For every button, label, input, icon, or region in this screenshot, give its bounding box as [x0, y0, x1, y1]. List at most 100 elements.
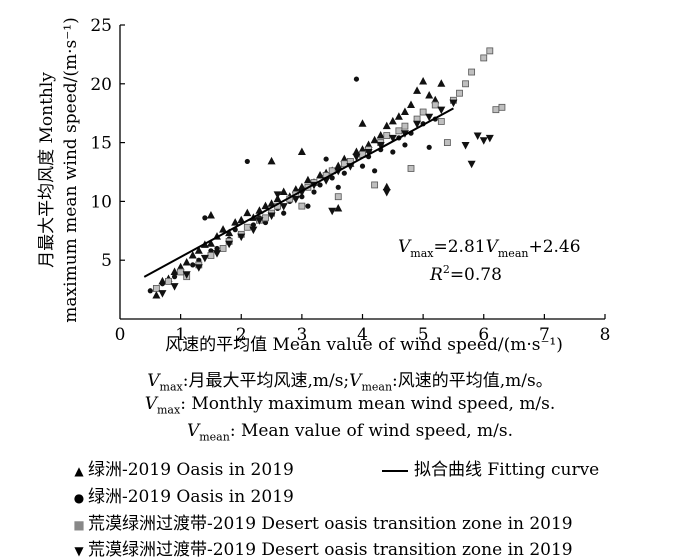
data-point-transition-square	[243, 223, 251, 231]
y-axis-label-cn: 月最大平均风度 Monthly	[37, 72, 57, 268]
data-point-transition-square	[468, 68, 476, 76]
data-point-oasis-circle	[190, 262, 196, 268]
data-point-oasis-circle	[317, 182, 323, 188]
data-point-transition-square	[383, 132, 391, 139]
data-point-transition-triangle-down	[158, 290, 167, 298]
data-point-oasis-triangle	[291, 185, 300, 193]
axes: 0 1 2 3 4 5 6 7 8 5 10 15 20 25	[90, 16, 610, 345]
x-tick-label: 8	[600, 325, 611, 345]
data-point-oasis-triangle	[407, 100, 415, 108]
data-point-transition-square	[437, 118, 445, 125]
data-point-oasis-triangle	[243, 208, 252, 217]
data-point-oasis-triangle	[382, 182, 391, 191]
data-point-transition-triangle-down	[352, 153, 361, 162]
data-point-oasis-circle	[353, 76, 360, 82]
data-point-transition-triangle-down	[485, 134, 494, 143]
data-point-transition-square	[152, 285, 160, 292]
y-tick-label: 25	[90, 16, 112, 36]
data-point-oasis-triangle	[358, 119, 367, 127]
data-point-transition-square	[431, 101, 439, 109]
data-point-oasis-triangle	[400, 107, 409, 116]
x-axis-label: 风速的平均值 Mean value of wind speed/(m·s⁻¹)	[165, 335, 563, 355]
data-point-transition-triangle-down	[213, 250, 221, 258]
data-point-oasis-triangle	[394, 112, 403, 120]
triangle-up-icon: ▲	[74, 464, 84, 478]
data-point-oasis-triangle	[170, 267, 179, 275]
data-point-oasis-triangle	[340, 154, 349, 163]
x-tick-label: 1	[175, 325, 186, 345]
data-point-oasis-circle	[402, 142, 408, 148]
data-point-oasis-triangle	[206, 211, 215, 219]
data-point-oasis-circle	[244, 158, 250, 165]
data-point-transition-square	[219, 245, 227, 252]
data-point-oasis-circle	[311, 189, 317, 195]
data-point-transition-triangle-down	[200, 254, 209, 263]
data-point-transition-square	[401, 122, 409, 130]
data-point-oasis-triangle	[267, 156, 276, 165]
data-point-oasis-triangle	[388, 116, 397, 125]
fitting-curve	[143, 107, 454, 278]
data-point-oasis-triangle	[206, 239, 215, 247]
data-point-transition-triangle-down	[237, 233, 246, 242]
data-point-oasis-triangle	[352, 147, 361, 156]
data-point-oasis-circle	[196, 257, 202, 263]
legend-item-transition-square: ■ 荒漠绿洲过渡带-2019 Desert oasis transition zo…	[70, 509, 572, 534]
data-point-transition-triangle-down	[194, 264, 203, 272]
data-point-oasis-triangle	[225, 228, 234, 237]
data-point-oasis-triangle	[237, 215, 246, 224]
data-point-oasis-circle	[202, 215, 208, 221]
data-point-oasis-circle	[335, 184, 341, 190]
data-point-oasis-triangle	[382, 121, 391, 130]
data-point-transition-square	[486, 47, 494, 55]
data-points	[147, 47, 506, 299]
x-tick-label: 7	[539, 325, 550, 345]
data-point-oasis-circle	[208, 248, 214, 254]
legend-item-oasis-circle: ● 绿洲-2019 Oasis in 2019	[70, 482, 294, 507]
data-point-transition-square	[456, 89, 463, 97]
data-point-transition-triangle-down	[425, 113, 434, 122]
data-point-oasis-triangle	[182, 258, 191, 266]
data-point-transition-triangle-down	[388, 134, 397, 143]
data-point-transition-square	[177, 268, 185, 276]
data-point-transition-triangle-down	[170, 283, 179, 291]
caption-line-3: Vmean: Mean value of wind speed, m/s.	[186, 421, 514, 444]
data-point-transition-square	[419, 108, 427, 116]
data-point-transition-triangle-down	[364, 149, 373, 157]
data-point-transition-triangle-down	[479, 137, 488, 145]
data-point-transition-triangle-down	[376, 141, 385, 150]
y-tick-label: 20	[90, 75, 112, 95]
data-point-transition-square	[165, 277, 172, 285]
r-squared: R2=0.78	[429, 263, 502, 285]
data-point-transition-triangle-down	[413, 120, 422, 129]
data-point-transition-square	[443, 139, 451, 147]
data-point-oasis-triangle	[279, 187, 288, 195]
data-point-oasis-circle	[262, 219, 269, 226]
data-point-oasis-circle	[426, 144, 432, 150]
x-tick-label: 3	[296, 325, 307, 345]
data-point-oasis-triangle	[413, 86, 422, 94]
data-point-oasis-circle	[329, 175, 335, 181]
data-point-transition-triangle-down	[473, 132, 482, 141]
data-point-oasis-circle	[214, 245, 220, 252]
data-point-oasis-triangle	[431, 95, 440, 104]
data-point-transition-triangle-down	[225, 240, 234, 249]
x-tick-label: 0	[115, 325, 126, 345]
data-point-transition-square	[371, 181, 379, 189]
data-point-transition-triangle-down	[449, 99, 458, 108]
caption-line-1: Vmax:月最大平均风速,m/s;Vmean:风速的平均值,m/s。	[147, 371, 553, 394]
fit-equation: Vmax=2.81Vmean+2.46	[398, 237, 581, 260]
data-point-transition-triangle-down	[328, 207, 337, 216]
data-point-oasis-circle	[250, 222, 256, 228]
data-point-oasis-triangle	[188, 250, 197, 259]
data-point-oasis-triangle	[152, 290, 161, 299]
data-point-oasis-triangle	[297, 147, 306, 156]
data-point-oasis-triangle	[297, 182, 306, 191]
triangle-down-icon: ▼	[74, 544, 84, 558]
data-point-oasis-triangle	[267, 199, 276, 207]
data-point-transition-square	[262, 214, 269, 222]
data-point-transition-square	[207, 252, 215, 259]
data-point-oasis-circle	[359, 163, 366, 169]
data-point-oasis-triangle	[419, 76, 428, 85]
data-point-transition-triangle-down	[467, 160, 476, 169]
data-point-transition-triangle-down	[291, 196, 300, 204]
